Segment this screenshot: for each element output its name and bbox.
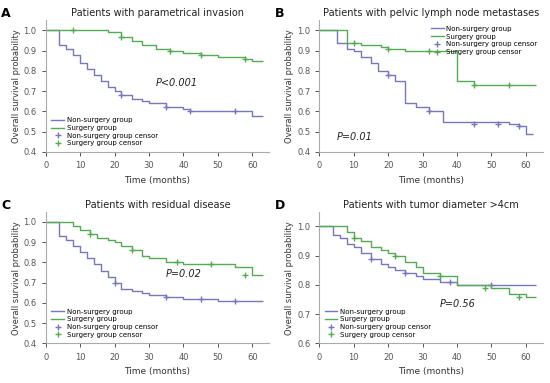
Title: Patients with pelvic lymph node metastases: Patients with pelvic lymph node metastas… xyxy=(323,8,540,18)
Text: P<0.001: P<0.001 xyxy=(156,78,198,88)
Y-axis label: Overall survival probability: Overall survival probability xyxy=(12,221,21,334)
Legend: Non-surgery group, Surgery group, Non-surgery group censor, Surgery group censor: Non-surgery group, Surgery group, Non-su… xyxy=(49,115,160,149)
X-axis label: Time (months): Time (months) xyxy=(124,367,190,376)
Y-axis label: Overall survival probability: Overall survival probability xyxy=(285,221,294,334)
Text: P=0.02: P=0.02 xyxy=(166,268,202,279)
Y-axis label: Overall survival probability: Overall survival probability xyxy=(12,29,21,143)
Title: Patients with residual disease: Patients with residual disease xyxy=(85,200,230,210)
Text: P=0.01: P=0.01 xyxy=(337,132,372,142)
Title: Patients with parametrical invasion: Patients with parametrical invasion xyxy=(71,8,244,18)
X-axis label: Time (months): Time (months) xyxy=(398,175,464,185)
Text: C: C xyxy=(1,199,10,212)
X-axis label: Time (months): Time (months) xyxy=(124,175,190,185)
Text: D: D xyxy=(274,199,285,212)
Title: Patients with tumor diameter >4cm: Patients with tumor diameter >4cm xyxy=(343,200,519,210)
Text: A: A xyxy=(1,7,10,20)
Legend: Non-surgery group, Surgery group, Non-surgery group censor, Surgery group censor: Non-surgery group, Surgery group, Non-su… xyxy=(429,24,540,57)
Text: B: B xyxy=(274,7,284,20)
Y-axis label: Overall survival probability: Overall survival probability xyxy=(285,29,294,143)
Legend: Non-surgery group, Surgery group, Non-surgery group censor, Surgery group censor: Non-surgery group, Surgery group, Non-su… xyxy=(49,307,160,340)
Text: P=0.56: P=0.56 xyxy=(440,299,476,309)
X-axis label: Time (months): Time (months) xyxy=(398,367,464,376)
Legend: Non-surgery group, Surgery group, Non-surgery group censor, Surgery group censor: Non-surgery group, Surgery group, Non-su… xyxy=(323,307,433,340)
